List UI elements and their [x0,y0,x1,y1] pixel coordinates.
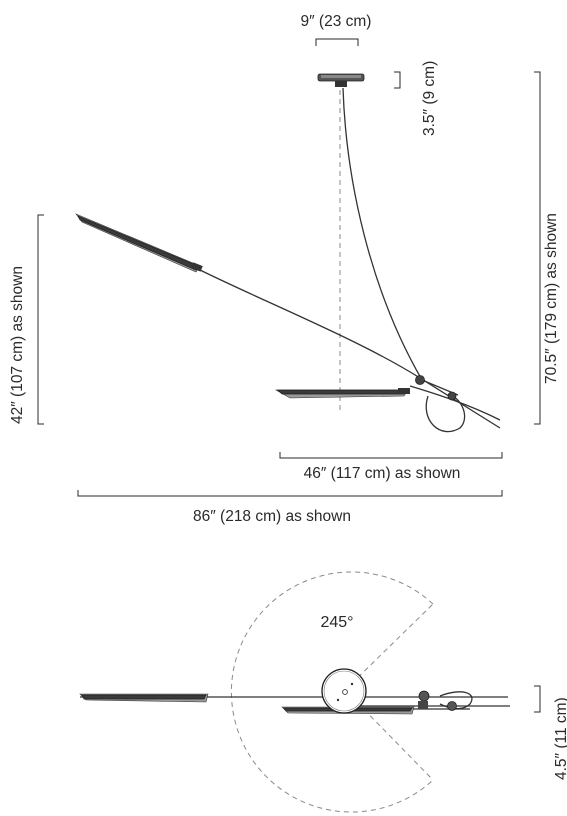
left-height-bracket [37,214,44,425]
suspension-arm-curved [342,87,459,396]
elevation-view: 9″ (23 cm) 3.5″ (9 cm) 70.5″ (179 cm) as… [9,13,560,525]
plan-view: 245° 4.5″ [79,571,567,813]
total-drop-label: 70.5″ (179 cm) as shown [543,213,560,384]
total-drop-bracket [534,71,541,425]
upper-shade [75,213,203,273]
canopy-width-label: 9″ (23 cm) [301,13,372,30]
plan-left-shade [79,693,209,703]
canopy-height-bracket [394,71,401,89]
left-height-label: 42″ (107 cm) as shown [9,266,26,424]
pivot-joint-upper [415,375,425,385]
counter-arm [409,385,501,421]
plan-canopy [321,668,367,714]
counterweight-loop [425,395,466,433]
canopy-width-bracket [315,38,359,46]
lower-span-bracket [279,452,503,459]
total-span-label: 86″ (218 cm) as shown [193,508,351,525]
rotation-arc [231,571,434,813]
ceiling-canopy [317,73,365,87]
plan-depth-bracket [534,685,541,713]
lower-span-label: 46″ (117 cm) as shown [304,465,461,482]
pivot-joint-lower [447,391,457,401]
main-arm [195,267,501,429]
canopy-height-label: 3.5″ (9 cm) [421,61,438,136]
lower-shade [274,388,410,399]
total-span-bracket [77,490,503,497]
plan-counterweight [418,690,473,711]
plan-depth-label: 4.5″ (11 cm) [553,697,567,780]
rotation-angle-label: 245° [320,614,353,631]
